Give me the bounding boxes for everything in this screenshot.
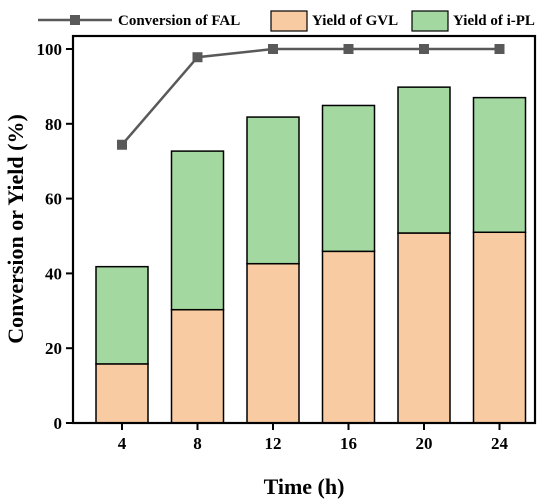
legend-label-conversion: Conversion of FAL	[118, 13, 240, 29]
bar-gvl-24	[472, 231, 527, 424]
bar-gvl-4	[95, 363, 149, 424]
conversion-point-4	[117, 139, 127, 150]
x-axis-title: Time (h)	[264, 474, 345, 499]
legend-item-conversion: Conversion of FAL	[38, 13, 240, 29]
legend-label-ipl: Yield of i-PL	[453, 13, 535, 29]
y-axis: 0 20 40 60 80 100	[37, 40, 73, 433]
bar-gvl-20	[397, 232, 451, 424]
x-tick-label-20: 20	[416, 434, 433, 453]
bar-ipl-12	[246, 116, 300, 265]
x-tick-label-12: 12	[265, 434, 282, 453]
conversion-point-16	[343, 44, 354, 54]
conversion-series	[117, 44, 505, 150]
legend: Conversion of FAL Yield of GVL Yield of …	[38, 10, 535, 32]
conversion-point-8	[192, 52, 203, 63]
x-axis: 4 8 12 16 20 24	[118, 423, 509, 453]
x-tick-label-16: 16	[340, 434, 357, 453]
conversion-point-12	[268, 44, 278, 54]
bar-ipl-20	[397, 86, 451, 234]
y-tick-label-40: 40	[45, 264, 62, 283]
legend-item-ipl: Yield of i-PL	[411, 10, 535, 32]
legend-item-gvl: Yield of GVL	[270, 10, 398, 32]
bar-gvl-16	[321, 250, 376, 424]
conversion-point-24	[494, 44, 505, 54]
bar-gvl-12	[246, 262, 300, 424]
conversion-point-20	[419, 44, 429, 54]
bar-ipl-24	[472, 96, 527, 234]
y-axis-title: Conversion or Yield (%)	[3, 114, 28, 344]
plot-frame	[71, 34, 537, 425]
legend-swatch-ipl	[411, 10, 449, 32]
bars	[95, 86, 527, 424]
x-tick-label-8: 8	[193, 434, 202, 453]
legend-swatch-gvl	[270, 10, 308, 32]
y-tick-label-60: 60	[45, 190, 62, 209]
bar-gvl-8	[170, 308, 225, 424]
bar-ipl-8	[170, 150, 225, 311]
x-tick-label-24: 24	[491, 434, 509, 453]
y-tick-label-80: 80	[45, 115, 62, 134]
legend-marker-conversion	[70, 15, 80, 25]
legend-label-gvl: Yield of GVL	[312, 13, 398, 29]
y-tick-label-0: 0	[54, 414, 63, 433]
y-tick-label-20: 20	[45, 339, 62, 358]
bar-ipl-4	[95, 265, 149, 365]
bar-ipl-16	[321, 104, 376, 253]
conversion-line	[121, 47, 500, 146]
y-tick-label-100: 100	[37, 40, 63, 59]
x-tick-label-4: 4	[118, 434, 127, 453]
